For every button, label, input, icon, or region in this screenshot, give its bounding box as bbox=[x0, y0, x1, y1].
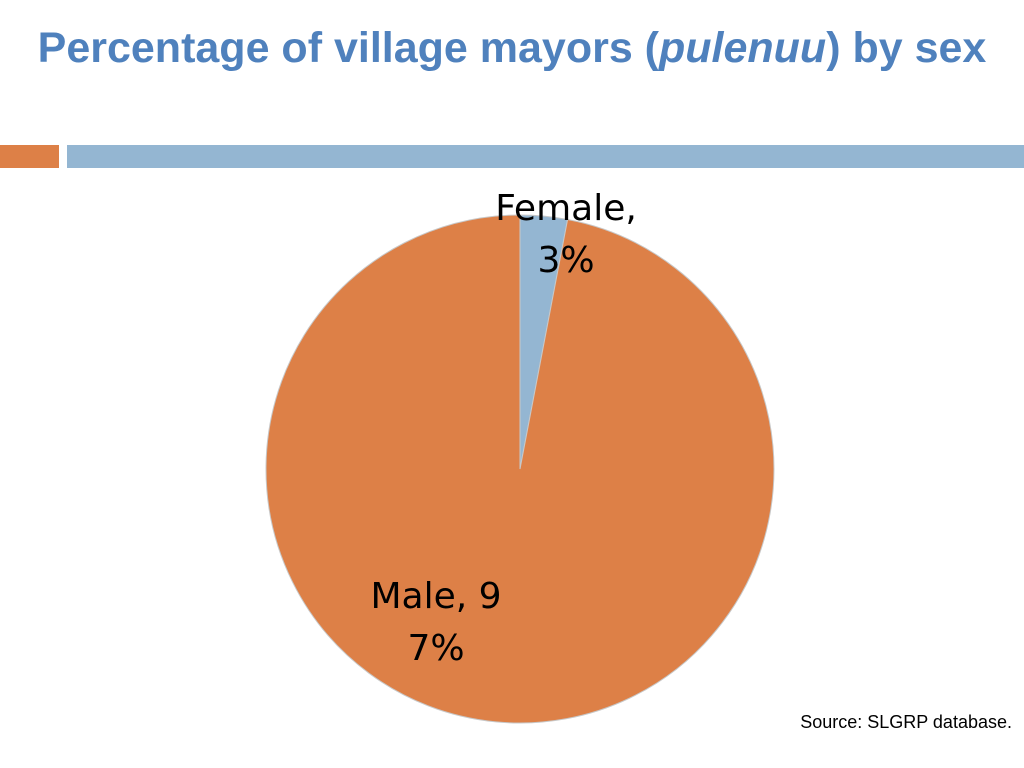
slice-label-line: Male, 9 bbox=[370, 576, 501, 617]
pie-slice-male bbox=[265, 214, 775, 724]
title-text-after: ) by sex bbox=[826, 24, 987, 72]
title-text-italic: pulenuu bbox=[659, 24, 827, 72]
pie-labels: Female, 3% Male, 9 7% bbox=[370, 188, 636, 669]
slice-label-male: Male, 9 7% bbox=[370, 576, 501, 669]
slice-label-line: Female, bbox=[495, 188, 637, 229]
pie-slices bbox=[265, 214, 775, 724]
slice-label-line: 7% bbox=[407, 628, 464, 669]
slice-label-line: 3% bbox=[537, 240, 594, 281]
slice-label-female: Female, 3% bbox=[495, 188, 637, 281]
accent-bar-blue bbox=[67, 145, 1024, 168]
accent-bar-orange bbox=[0, 145, 59, 168]
source-note: Source: SLGRP database. bbox=[800, 712, 1012, 732]
page-title: Percentage of village mayors (pulenuu) b… bbox=[0, 24, 1024, 73]
title-text-before: Percentage of village mayors ( bbox=[37, 24, 659, 72]
